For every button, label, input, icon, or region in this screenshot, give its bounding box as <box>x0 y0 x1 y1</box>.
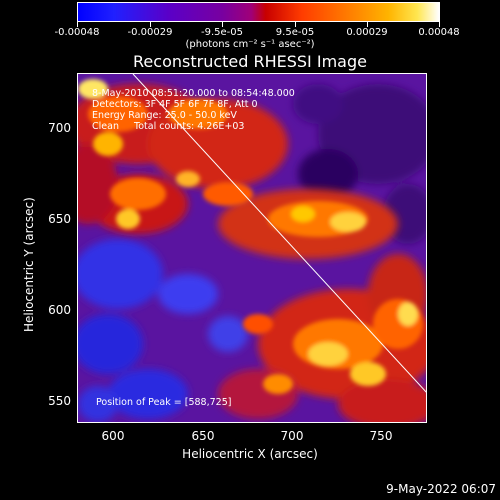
colorbar-tick-label: 0.00048 <box>418 27 460 38</box>
x-axis-label: Heliocentric X (arcsec) <box>182 447 318 461</box>
info-time-range: 8-May-2010 08:51:20.000 to 08:54:48.000 <box>92 88 295 99</box>
colorbar-tick-label: 9.5e-05 <box>275 27 315 38</box>
x-tick-label: 650 <box>191 429 215 443</box>
info-detectors: Detectors: 3F 4F 5F 6F 7F 8F, Att 0 <box>92 99 258 110</box>
colorbar-tick-label: -0.00048 <box>54 27 100 38</box>
colorbar-tick-label: -0.00029 <box>127 27 173 38</box>
image-title: Reconstructed RHESSI Image <box>133 52 367 71</box>
y-axis-label: Heliocentric Y (arcsec) <box>22 197 36 332</box>
generation-timestamp: 9-May-2022 06:07 <box>386 482 496 496</box>
x-tick-label: 600 <box>101 429 125 443</box>
colorbar-tick-label: -9.5e-05 <box>201 27 243 38</box>
peak-position: Position of Peak = [588,725] <box>96 397 232 408</box>
y-tick-label: 550 <box>48 394 71 408</box>
rhessi-image: 8-May-2010 08:51:20.000 to 08:54:48.000 … <box>77 73 427 423</box>
y-tick-label: 700 <box>48 121 71 135</box>
x-tick-label: 750 <box>369 429 393 443</box>
colorbar-tick-label: 0.00029 <box>346 27 388 38</box>
y-tick-label: 600 <box>48 303 71 317</box>
info-total-counts: Clean Total counts: 4.26E+03 <box>92 121 245 132</box>
colorbar-units: (photons cm⁻² s⁻¹ asec⁻²) <box>185 39 315 50</box>
heatmap-svg <box>78 74 426 422</box>
x-tick-label: 700 <box>280 429 304 443</box>
colorbar <box>77 2 440 22</box>
info-energy-range: Energy Range: 25.0 - 50.0 keV <box>92 110 237 121</box>
y-tick-label: 650 <box>48 212 71 226</box>
